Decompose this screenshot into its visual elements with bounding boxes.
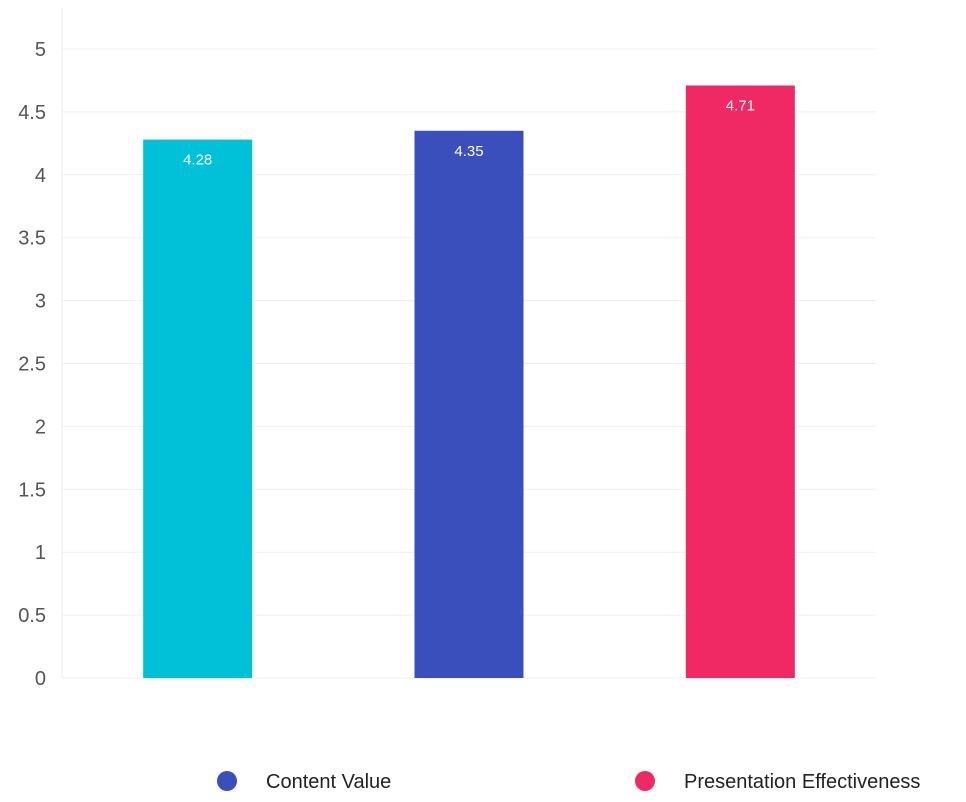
legend-label: Content Value [266,771,391,793]
y-tick-label: 0.5 [18,605,46,627]
bar-value-label: 4.35 [454,143,483,160]
data-labels: 4.28 4.35 4.71 [183,97,755,168]
y-tick-label: 2.5 [18,354,46,376]
y-tick-label: 3.5 [18,228,46,250]
y-tick-label: 1 [35,542,46,564]
bar-value-label: 4.71 [726,97,755,114]
y-tick-label: 4.5 [18,102,46,124]
legend-marker [217,771,237,791]
bar-value-label: 4.28 [183,152,212,169]
bar [143,139,253,679]
y-tick-label: 1.5 [18,479,46,501]
legend: Content Value Presentation Effectiveness [217,771,920,793]
y-tick-label: 4 [35,165,46,187]
legend-marker [635,771,655,791]
legend-label: Presentation Effectiveness [684,771,920,793]
y-axis: 0 0.5 1 1.5 2 2.5 3 3.5 4 4.5 5 [18,8,63,690]
y-tick-label: 5 [35,39,46,61]
y-tick-label: 0 [35,668,46,690]
y-tick-label: 3 [35,291,46,313]
bar [685,85,795,679]
y-tick-label: 2 [35,416,46,438]
bar [414,130,524,678]
bars [143,85,795,679]
